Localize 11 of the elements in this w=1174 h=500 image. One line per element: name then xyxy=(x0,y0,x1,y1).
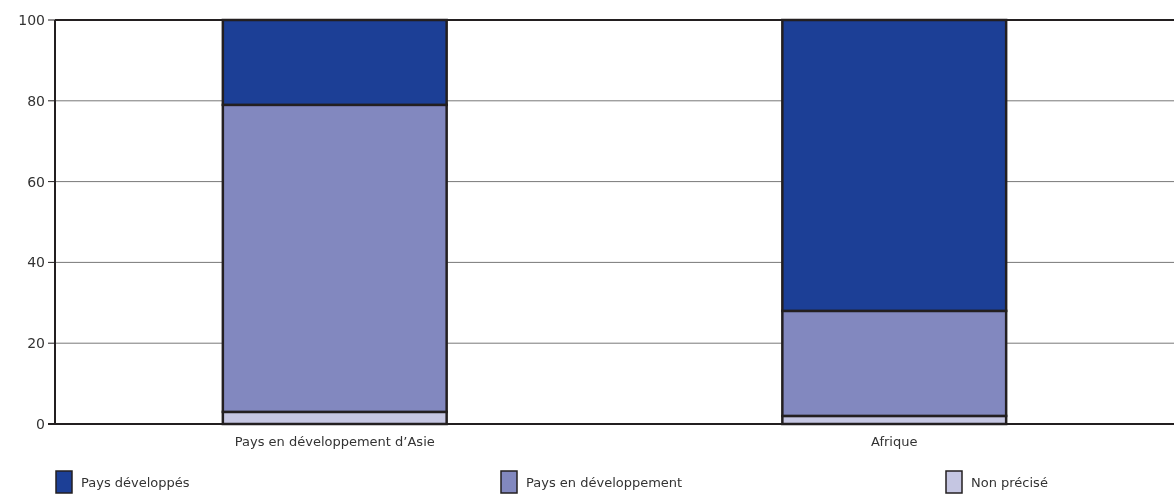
y-tick-label: 0 xyxy=(36,415,45,432)
legend-label: Pays en développement xyxy=(526,475,683,490)
legend-label: Pays développés xyxy=(81,475,190,490)
y-tick-label: 100 xyxy=(18,11,45,28)
x-tick-label: Pays en développement d’Asie xyxy=(234,434,435,449)
y-tick-label: 20 xyxy=(27,335,45,352)
y-tick-label: 60 xyxy=(27,173,45,190)
legend-label: Non précisé xyxy=(971,475,1048,490)
x-tick-label: Afrique xyxy=(871,434,918,449)
y-tick-label: 80 xyxy=(27,92,45,109)
y-tick-label: 40 xyxy=(27,254,45,271)
